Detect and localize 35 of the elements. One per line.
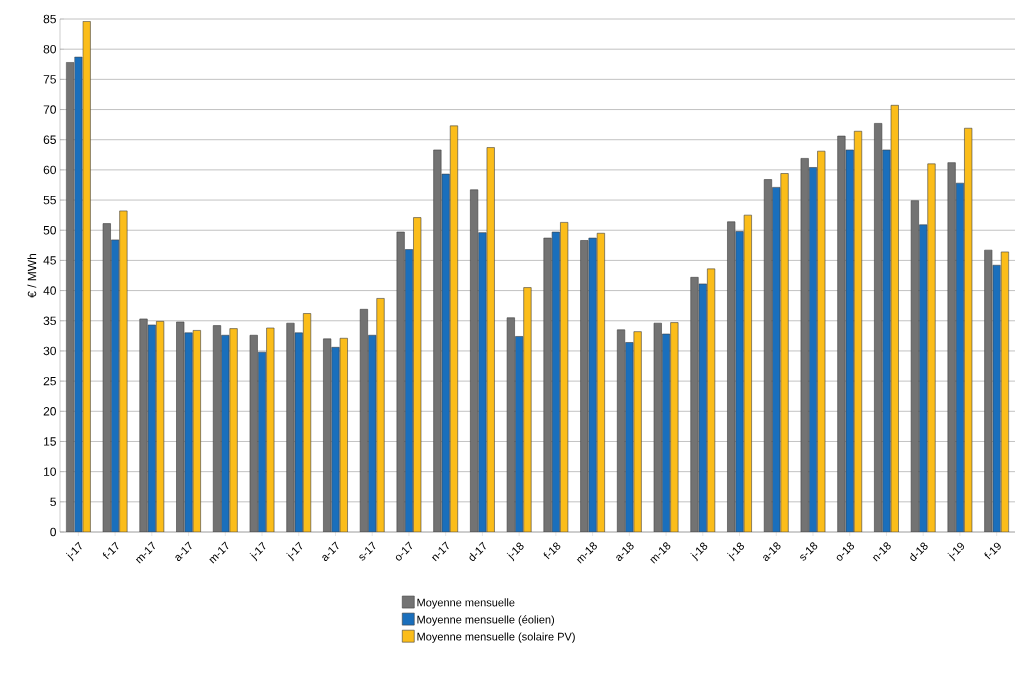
y-tick-label: 65: [43, 135, 56, 144]
y-tick-label: 35: [43, 316, 56, 326]
bar: [376, 298, 385, 532]
y-tick-label: 10: [44, 467, 56, 476]
bar: [927, 163, 936, 532]
y-tick-label: 55: [43, 195, 56, 205]
x-tick-label: f-19: [984, 542, 1001, 560]
y-tick-label: 50: [43, 225, 56, 235]
legend-label: Moyenne mensuelle (solaire PV): [417, 632, 575, 643]
x-tick-label: f-18: [543, 542, 561, 560]
y-tick-label: 25: [43, 376, 56, 386]
y-tick-label: 45: [43, 256, 56, 265]
y-tick-label: 15: [44, 437, 56, 446]
bar: [780, 173, 789, 532]
y-tick-label: 75: [43, 75, 56, 84]
bar: [286, 322, 295, 532]
bar: [523, 287, 532, 532]
y-tick-label: 0: [50, 527, 56, 537]
y-tick-label: 85: [43, 14, 56, 24]
bar: [139, 318, 148, 532]
y-axis-title: € / MWh: [27, 253, 37, 298]
y-tick-label: 30: [43, 346, 56, 356]
bar: [837, 135, 846, 532]
y-tick-label: 5: [50, 497, 56, 506]
legend-label: Moyenne mensuelle: [417, 598, 515, 609]
bar: [229, 328, 238, 532]
y-tick-label: 40: [43, 286, 56, 295]
x-tick-label: f-17: [102, 541, 119, 560]
bar: [690, 277, 699, 532]
y-tick-label: 80: [43, 44, 56, 54]
y-tick-label: 70: [43, 105, 56, 114]
bar: [543, 237, 552, 532]
y-tick-label: 20: [43, 407, 56, 416]
legend-label: Moyenne mensuelle (éolien): [417, 615, 555, 626]
y-tick-label: 60: [43, 165, 56, 175]
